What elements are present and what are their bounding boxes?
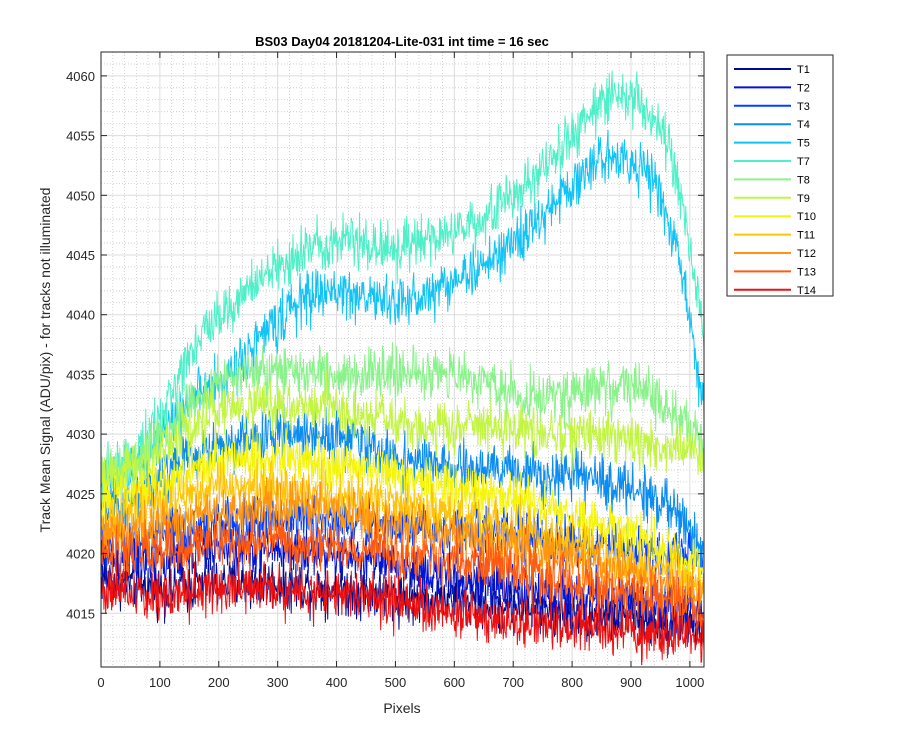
series-line-t14 [101,560,704,666]
y-tick-label: 4040 [66,308,95,323]
x-tick-label: 400 [326,675,348,690]
legend: T1 T2 T3 T4 T5 T7 T8 T9 T10 T11 T12 T13 T14 [726,54,834,297]
series-layer [101,70,704,666]
legend-label-t10: T10 [797,211,816,223]
x-tick-label: 200 [208,675,230,690]
legend-label-t13: T13 [797,266,816,278]
legend-label-t7: T7 [797,156,810,168]
series-line-t10 [101,427,704,588]
y-tick-label: 4015 [66,606,95,621]
x-tick-label: 100 [149,675,171,690]
x-axis-title: Pixels [383,700,420,716]
y-tick-label: 4035 [66,367,95,382]
legend-label-t14: T14 [797,285,816,297]
x-tick-label: 300 [267,675,289,690]
series-line-t5 [101,129,704,503]
x-tick-label: 900 [620,675,642,690]
y-tick-label: 4045 [66,248,95,263]
ticks [100,52,704,667]
legend-label-t5: T5 [797,138,810,150]
y-tick-label: 4030 [66,427,95,442]
tick-labels: 0 100 200 300 400 500 600 700 800 900 1000 4015 4020… [66,69,704,690]
series-line-t11 [101,457,704,610]
y-tick-label: 4060 [66,69,95,84]
legend-label-t12: T12 [797,248,816,260]
plot-frame [100,51,705,668]
grid [100,51,704,667]
series-line-t8 [101,341,704,496]
legend-label-t2: T2 [797,82,810,94]
legend-label-t8: T8 [797,174,810,186]
y-tick-label: 4055 [66,129,95,144]
legend-label-t3: T3 [797,101,810,113]
legend-label-t1: T1 [797,64,810,76]
series-line-t9 [101,370,704,504]
series-line-t13 [101,512,704,634]
legend-label-t9: T9 [797,193,810,205]
y-tick-label: 4050 [66,188,95,203]
x-tick-label: 600 [443,675,465,690]
legend-box [726,54,834,297]
series-line-t7 [101,70,704,503]
y-tick-label: 4020 [66,547,95,562]
x-tick-label: 0 [97,675,104,690]
y-axis-title: Track Mean Signal (ADU/pix) - for tracks… [37,188,53,533]
legend-label-t4: T4 [797,119,810,131]
y-tick-label: 4025 [66,487,95,502]
x-tick-label: 1000 [675,675,704,690]
x-tick-label: 700 [502,675,524,690]
x-tick-label: 500 [385,675,407,690]
x-tick-label: 800 [561,675,583,690]
legend-label-t11: T11 [797,230,815,242]
chart-title: BS03 Day04 20181204-Lite-031 int time = … [255,34,549,49]
